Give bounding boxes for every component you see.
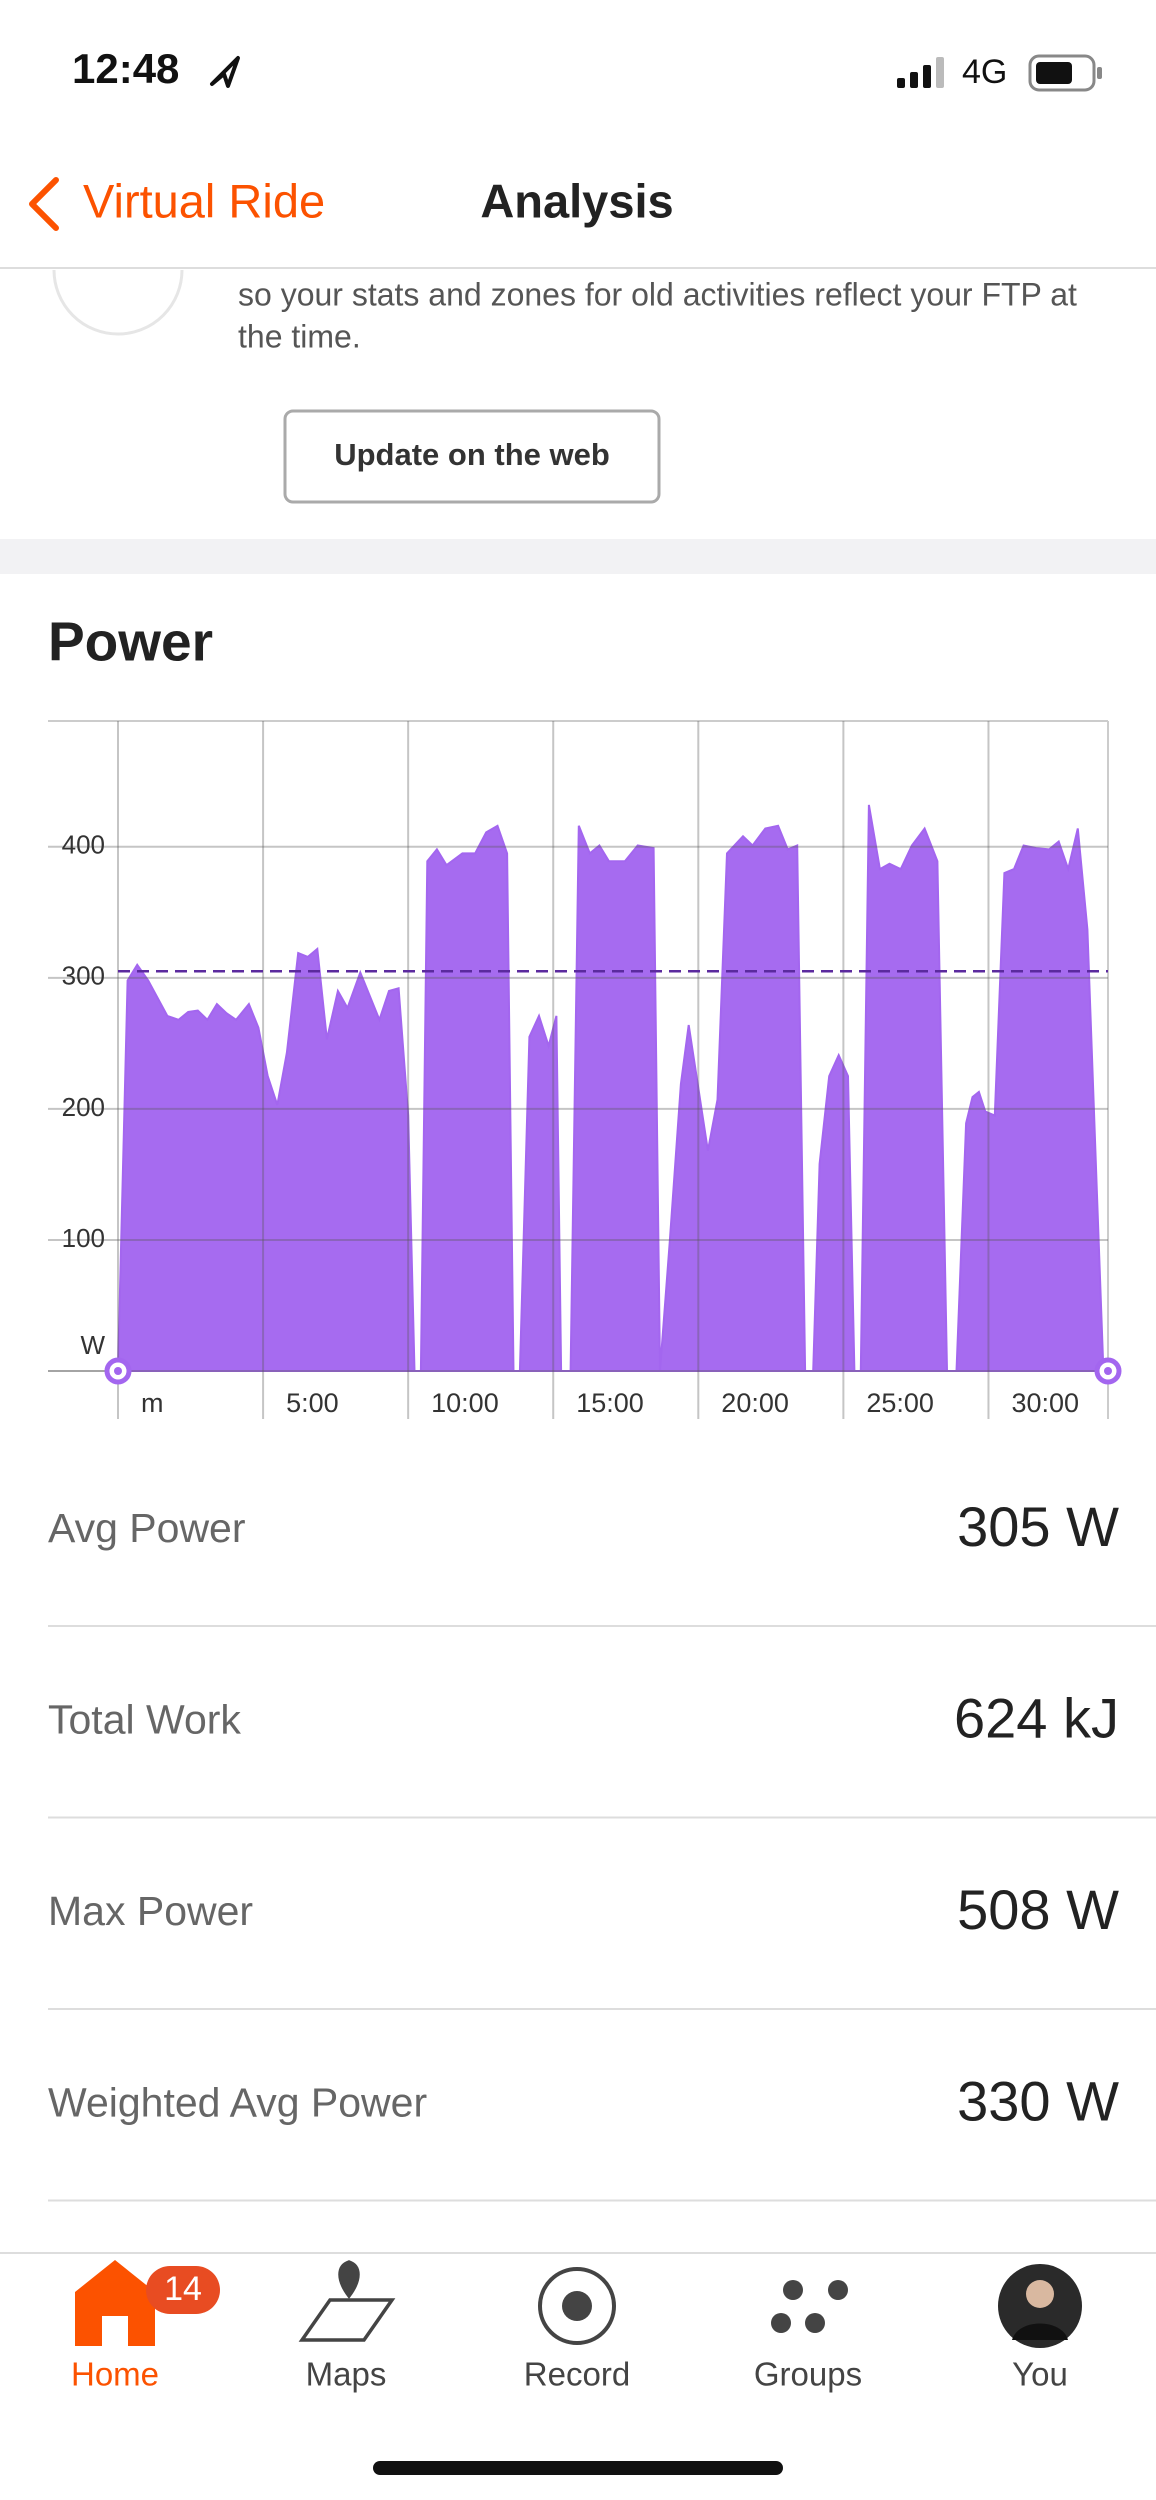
tab-label[interactable]: Groups <box>754 2356 862 2393</box>
stats-list: Avg Power 305 W Total Work 624 kJ Max Power 5… <box>48 1495 1156 2202</box>
y-tick-label: W <box>80 1330 105 1360</box>
you-avatar[interactable] <box>998 2264 1082 2348</box>
update-button[interactable] <box>283 409 661 504</box>
maps-icon[interactable] <box>298 2260 396 2342</box>
x-tick-label: 25:00 <box>866 1388 934 1418</box>
update-button-label[interactable]: Update on the web <box>334 437 610 472</box>
status-time: 12:48 <box>72 45 179 92</box>
x-tick-label: 10:00 <box>431 1388 499 1418</box>
stat-label: Avg Power <box>48 1505 246 1551</box>
chart-title: Power <box>48 611 213 673</box>
tab-label[interactable]: Record <box>524 2356 630 2393</box>
x-tick-label: 20:00 <box>721 1388 789 1418</box>
y-tick-label: 200 <box>62 1092 105 1122</box>
stat-label: Total Work <box>48 1696 241 1742</box>
tab-label[interactable]: You <box>1012 2356 1068 2393</box>
y-tick-label: 300 <box>62 961 105 991</box>
home-badge <box>146 2266 220 2314</box>
location-icon <box>210 56 240 88</box>
signal-icon <box>897 57 944 88</box>
ftp-icon <box>52 269 184 336</box>
stat-value: 305 W <box>957 1495 1119 1558</box>
power-chart: W 100 200 300 400 m 5:00 10:00 15:00 20:00 25:00 30… <box>48 720 1122 1419</box>
back-button[interactable]: Virtual Ride <box>83 174 325 227</box>
nav-title: Analysis <box>480 174 673 227</box>
y-tick-label: 100 <box>62 1223 105 1253</box>
stat-value: 508 W <box>957 1878 1119 1941</box>
section-separator <box>0 539 1156 574</box>
tab-bar: Home Maps Record Groups You <box>71 2356 1068 2393</box>
battery-icon <box>1028 54 1102 92</box>
x-tick-label: 15:00 <box>576 1388 644 1418</box>
y-tick-label: 400 <box>62 830 105 860</box>
x-tick-label: 5:00 <box>286 1388 339 1418</box>
record-icon[interactable] <box>538 2267 616 2345</box>
stat-value: 330 W <box>957 2069 1119 2132</box>
power-area <box>116 804 1105 1372</box>
back-chevron[interactable] <box>29 177 59 231</box>
tab-label[interactable]: Home <box>71 2356 159 2393</box>
home-icon[interactable] <box>75 2260 155 2346</box>
badge-count: 14 <box>164 2270 202 2308</box>
stat-value: 624 kJ <box>954 1686 1119 1749</box>
x-tick-label: 30:00 <box>1011 1388 1079 1418</box>
groups-icon[interactable] <box>771 2280 848 2333</box>
scrub-handle-dot <box>1104 1367 1112 1375</box>
note-line: the time. <box>238 318 361 354</box>
home-indicator <box>373 2461 783 2475</box>
status-network: 4G <box>962 53 1007 91</box>
note-line: so your stats and zones for old activiti… <box>238 276 1077 312</box>
stat-label: Max Power <box>48 1888 253 1934</box>
x-tick-label: m <box>141 1388 164 1418</box>
stat-label: Weighted Avg Power <box>48 2079 427 2125</box>
tab-label[interactable]: Maps <box>306 2356 387 2393</box>
scrub-handle-dot <box>114 1367 122 1375</box>
